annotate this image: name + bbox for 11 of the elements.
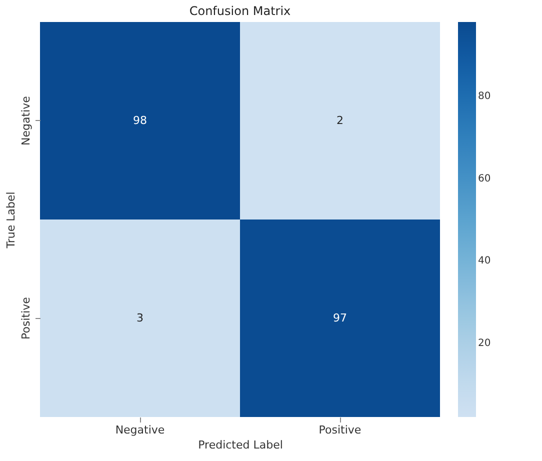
data-label: 3 [136, 311, 144, 324]
data-label: 98 [133, 114, 147, 127]
color-bar-label: 80 [478, 91, 491, 102]
y-axis-title: True Label [4, 192, 18, 250]
chart-title: Confusion Matrix [189, 4, 291, 18]
x-axis-title: Predicted Label [198, 438, 283, 452]
color-bar-label: 20 [478, 338, 491, 349]
data-label: 97 [333, 311, 347, 324]
color-bar-label: 40 [478, 256, 491, 267]
data-label: 2 [336, 114, 344, 127]
color-bar-label: 60 [478, 173, 491, 184]
